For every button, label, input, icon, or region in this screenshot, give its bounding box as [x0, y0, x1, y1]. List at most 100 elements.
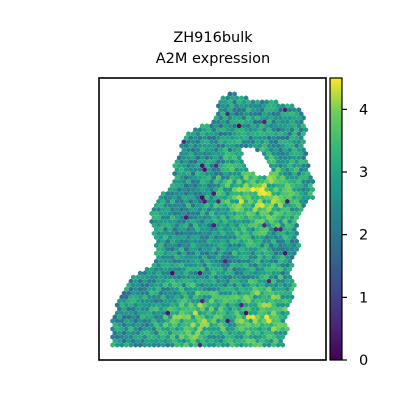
spot-marker: [269, 187, 274, 193]
spot-marker: [229, 238, 235, 244]
spot-marker: [200, 298, 205, 304]
spot-marker: [227, 155, 233, 161]
spot-marker: [128, 310, 134, 316]
spot-marker: [220, 294, 226, 300]
spot-marker: [289, 222, 295, 228]
spot-marker: [126, 282, 131, 288]
spot-marker: [301, 202, 306, 209]
spot-marker: [220, 286, 226, 292]
spot-marker: [294, 238, 299, 244]
spot-marker: [257, 111, 263, 117]
spot-marker: [216, 262, 221, 268]
spot-marker: [216, 198, 221, 205]
spot-marker: [282, 107, 288, 113]
spot-marker: [264, 250, 269, 256]
spot-marker: [181, 322, 187, 328]
spot-marker: [209, 210, 214, 217]
spot-marker: [303, 159, 309, 165]
spot-marker: [225, 143, 230, 149]
spot-marker: [298, 127, 304, 133]
spot-marker: [149, 266, 154, 272]
spot-marker: [131, 274, 136, 280]
spot-marker: [174, 198, 180, 205]
spot-marker: [252, 103, 258, 109]
spot-marker: [204, 187, 210, 193]
spot-marker: [234, 183, 240, 189]
spot-marker: [271, 326, 276, 332]
spot-marker: [250, 242, 256, 248]
spot-marker: [259, 306, 265, 312]
spot-marker: [177, 250, 182, 256]
spot-marker: [195, 147, 200, 153]
spot-marker: [275, 222, 281, 228]
spot-marker: [151, 302, 157, 308]
spot-marker: [225, 270, 230, 276]
spot-marker: [252, 230, 258, 236]
spot-marker: [193, 175, 198, 181]
spot-marker: [121, 314, 127, 320]
spot-layer: [110, 91, 315, 348]
spot-marker: [206, 175, 212, 181]
spot-marker: [188, 230, 194, 236]
spot-marker: [190, 338, 196, 344]
spot-marker: [273, 282, 279, 288]
spot-marker: [262, 222, 267, 228]
spot-marker: [188, 334, 194, 340]
spot-marker: [227, 147, 233, 153]
spot-marker: [246, 290, 251, 296]
spot-marker: [282, 234, 288, 240]
spot-marker: [177, 274, 182, 280]
spot-marker: [195, 330, 200, 336]
spot-marker: [225, 278, 230, 284]
spot-marker: [269, 171, 274, 177]
spot-marker: [213, 139, 219, 145]
spot-marker: [195, 338, 200, 344]
spot-marker: [211, 143, 217, 149]
spot-marker: [197, 175, 203, 181]
spot-marker: [163, 290, 168, 296]
spot-marker: [140, 322, 145, 328]
spot-marker: [165, 318, 171, 324]
spot-marker: [186, 163, 191, 169]
spot-marker: [158, 202, 164, 209]
spot-marker: [287, 179, 292, 185]
spot-marker: [158, 195, 164, 201]
spot-marker: [193, 222, 198, 228]
spot-marker: [151, 318, 157, 324]
spot-marker: [211, 183, 217, 189]
spot-marker: [179, 175, 184, 181]
spot-marker: [255, 242, 260, 248]
spot-marker: [213, 274, 219, 280]
spot-marker: [241, 131, 246, 137]
spot-marker: [206, 151, 212, 157]
spot-marker: [287, 266, 292, 272]
spot-marker: [303, 127, 309, 133]
spot-marker: [239, 278, 244, 284]
spot-marker: [202, 254, 207, 260]
spot-marker: [243, 230, 249, 236]
spot-marker: [193, 214, 198, 221]
spot-marker: [273, 179, 279, 185]
spot-marker: [163, 266, 168, 272]
spot-marker: [227, 242, 233, 248]
spot-marker: [177, 163, 182, 169]
spot-marker: [246, 250, 251, 256]
spot-marker: [165, 238, 171, 244]
spot-marker: [186, 187, 191, 193]
spot-marker: [193, 198, 198, 205]
spot-marker: [183, 238, 189, 244]
spot-marker: [183, 278, 189, 284]
spot-marker: [167, 258, 173, 264]
spot-marker: [239, 135, 244, 141]
spot-marker: [285, 222, 290, 228]
spot-marker: [211, 238, 217, 244]
spot-marker: [236, 195, 242, 201]
spot-marker: [213, 314, 219, 320]
spot-marker: [211, 230, 217, 236]
spot-marker: [165, 246, 171, 252]
spot-marker: [160, 270, 166, 276]
spot-marker: [151, 214, 157, 221]
spot-marker: [220, 119, 226, 125]
spot-marker: [292, 218, 297, 225]
spot-marker: [273, 274, 279, 280]
